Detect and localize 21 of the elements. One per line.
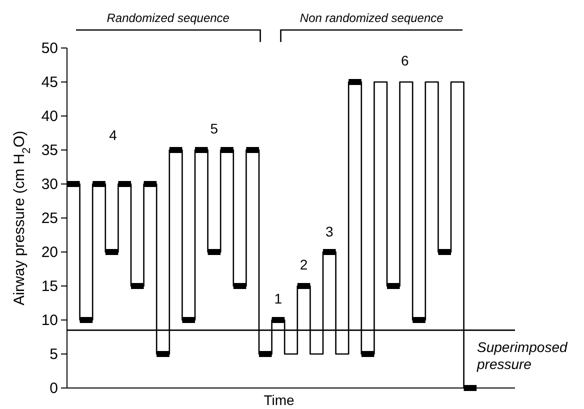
y-tick-label: 50 — [41, 40, 58, 57]
y-tick-label: 0 — [50, 380, 58, 397]
x-axis-title: Time — [264, 392, 295, 408]
text: Non randomized sequence — [300, 11, 444, 25]
text: Randomized sequence — [106, 11, 230, 25]
annotation: 6 — [401, 52, 410, 68]
annotation: 4 — [109, 127, 118, 144]
annotation: 5 — [210, 120, 218, 136]
annotation: 2 — [300, 256, 308, 272]
y-tick-label: 5 — [50, 346, 58, 363]
y-tick-label: 35 — [41, 142, 58, 159]
y-tick-label: 10 — [41, 312, 58, 329]
y-tick-label: 45 — [41, 74, 58, 91]
y-tick-label: 30 — [41, 176, 58, 193]
annotation: 1 — [274, 290, 282, 306]
y-tick-label: 25 — [41, 210, 58, 227]
y-tick-label: 40 — [41, 108, 58, 125]
ref-line-label: Superimposed pressure — [476, 339, 568, 372]
y-tick-label: 20 — [41, 244, 58, 261]
y-tick-label: 15 — [41, 278, 58, 295]
annotation: 3 — [326, 224, 334, 240]
